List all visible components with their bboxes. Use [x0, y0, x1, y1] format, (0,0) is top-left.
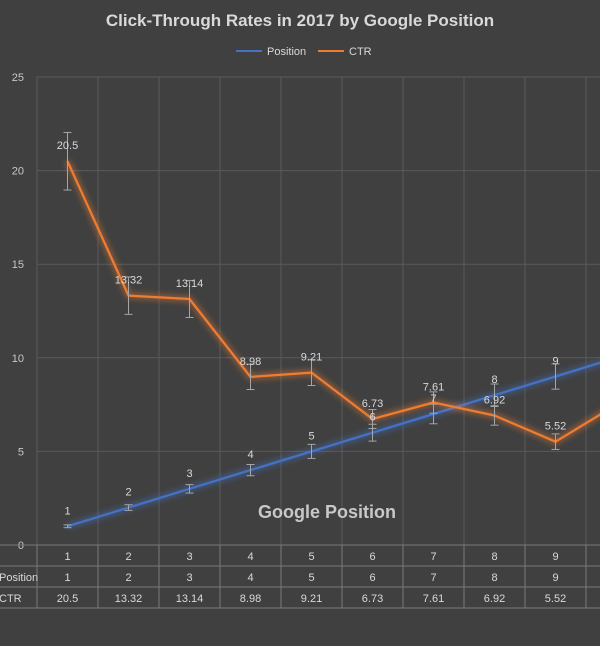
- legend-label-position: Position: [267, 46, 306, 58]
- data-label-position: 8: [491, 374, 497, 386]
- table-header-cell: 3: [186, 551, 192, 563]
- table-header-cell: 1: [64, 551, 70, 563]
- x-axis-title: Google Position: [258, 502, 396, 522]
- data-label-ctr: 6.73: [362, 398, 383, 410]
- data-label-ctr: 9.21: [301, 352, 322, 364]
- plot-area: [64, 159, 600, 530]
- table-cell: 1: [64, 572, 70, 584]
- data-label-position: 9: [552, 356, 558, 368]
- data-label-position: 6: [369, 412, 375, 424]
- table-row-label: Position: [0, 572, 38, 584]
- table-row-label: CTR: [0, 593, 22, 605]
- table-cell: 8.98: [240, 593, 261, 605]
- table-header-cell: 9: [552, 551, 558, 563]
- chart-title: Click-Through Rates in 2017 by Google Po…: [106, 11, 494, 30]
- table-header-cell: 2: [125, 551, 131, 563]
- table-cell: 4: [247, 572, 253, 584]
- table-cell: 6.92: [484, 593, 505, 605]
- data-label-ctr: 13.14: [176, 278, 204, 290]
- data-label-position: 5: [308, 430, 314, 442]
- data-label-ctr: 5.52: [545, 421, 566, 433]
- data-label-position: 3: [186, 468, 192, 480]
- y-tick-label: 10: [12, 353, 24, 365]
- series-glow-ctr: [64, 159, 600, 446]
- gridlines: [36, 76, 600, 546]
- table-header-cell: 5: [308, 551, 314, 563]
- data-label-ctr: 8.98: [240, 356, 261, 368]
- y-axis: 0 5 10 15 20 25: [12, 72, 24, 552]
- y-tick-label: 20: [12, 166, 24, 178]
- table-cell: 5.52: [545, 593, 566, 605]
- table-cell: 8: [491, 572, 497, 584]
- series-line-ctr: [66, 160, 600, 443]
- table-cell: 9: [552, 572, 558, 584]
- data-label-ctr: 20.5: [57, 140, 78, 152]
- table-cell: 5: [308, 572, 314, 584]
- data-label-ctr: 7.61: [423, 382, 444, 394]
- table-header-cell: 8: [491, 551, 497, 563]
- y-tick-label: 15: [12, 259, 24, 271]
- series-line-position: [67, 361, 600, 528]
- data-label-ctr: 13.32: [115, 275, 143, 287]
- table-cell: 6: [369, 572, 375, 584]
- table-cell: 20.5: [57, 593, 78, 605]
- data-labels: 1 2 3 4 5 6 7 8 9 20.5 13.32 13.14 8.98 9.21 6.73 7.61 6…: [57, 140, 566, 517]
- data-label-ctr: 6.92: [484, 394, 505, 406]
- table-header-cell: 6: [369, 551, 375, 563]
- data-table: 1 2 3 4 5 6 7 8 9 Position 1 2 3 4 5 6 7 8 9 CTR 20.5 13.32 13…: [0, 544, 600, 609]
- table-cell: 3: [186, 572, 192, 584]
- y-tick-label: 5: [18, 446, 24, 458]
- table-cell: 7: [430, 572, 436, 584]
- table-header-cell: 4: [247, 551, 253, 563]
- y-tick-label: 0: [18, 540, 24, 552]
- table-cell: 13.14: [176, 593, 204, 605]
- data-label-position: 7: [430, 393, 436, 405]
- table-cell: 7.61: [423, 593, 444, 605]
- table-cell: 13.32: [115, 593, 143, 605]
- table-cell: 2: [125, 572, 131, 584]
- data-label-position: 2: [125, 487, 131, 499]
- legend: Position CTR: [236, 46, 372, 58]
- data-label-position: 1: [64, 505, 70, 517]
- y-tick-label: 25: [12, 72, 24, 84]
- table-cell: 9.21: [301, 593, 322, 605]
- error-bars: [63, 131, 560, 529]
- data-label-position: 4: [247, 449, 253, 461]
- table-cell: 6.73: [362, 593, 383, 605]
- table-header-cell: 7: [430, 551, 436, 563]
- legend-label-ctr: CTR: [349, 46, 372, 58]
